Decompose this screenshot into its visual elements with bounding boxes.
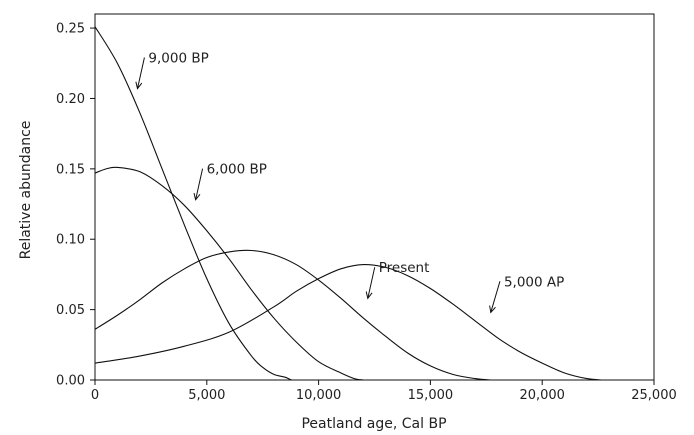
x-axis: 0 5,000 10,000 15,000 20,000 25,000 [91, 380, 677, 403]
x-tick-label: 5,000 [188, 388, 225, 403]
annotation-label-present: Present [379, 260, 430, 276]
y-tick-label: 0.10 [56, 233, 85, 248]
annotation-label-5-000-ap: 5,000 AP [504, 274, 564, 290]
y-axis-title: Relative abundance [18, 121, 34, 260]
y-tick-label: 0.15 [56, 162, 85, 177]
series-line-9-000-bp [94, 26, 654, 381]
y-axis: 0.00 0.05 0.10 0.15 0.20 0.25 [56, 22, 95, 389]
annotation-arrowhead-6-000-bp [193, 192, 201, 201]
annotation-label-6-000-bp: 6,000 BP [207, 162, 267, 178]
annotation-arrowhead-5-000-ap [489, 305, 496, 314]
x-tick-label: 20,000 [519, 388, 565, 403]
x-tick-label: 10,000 [296, 388, 342, 403]
annotation-arrow-9-000-bp [136, 57, 145, 89]
annotation-group: 9,000 BP 6,000 BP Present 5,000 AP [135, 50, 564, 314]
plot-frame [94, 13, 655, 381]
x-tick-label: 0 [91, 388, 99, 403]
series-line-5-000-ap [94, 249, 654, 381]
x-tick-label: 25,000 [631, 388, 677, 403]
y-tick-label: 0.05 [56, 303, 85, 318]
y-tick-label: 0.25 [56, 22, 85, 37]
annotation-label-9-000-bp: 9,000 BP [148, 50, 208, 66]
y-tick-label: 0.00 [56, 374, 85, 389]
series-line-present [94, 263, 654, 381]
x-tick-label: 15,000 [408, 388, 454, 403]
annotation-arrow-6-000-bp [195, 168, 204, 200]
annotation-arrow-5-000-ap [490, 281, 501, 313]
annotation-arrowhead-present [365, 291, 373, 300]
series-line-6-000-bp [94, 166, 654, 381]
series-group [94, 26, 654, 381]
annotation-arrow-present [367, 267, 376, 299]
annotation-arrowhead-9-000-bp [135, 81, 143, 90]
y-tick-label: 0.20 [56, 92, 85, 107]
x-axis-title: Peatland age, Cal BP [301, 416, 446, 432]
